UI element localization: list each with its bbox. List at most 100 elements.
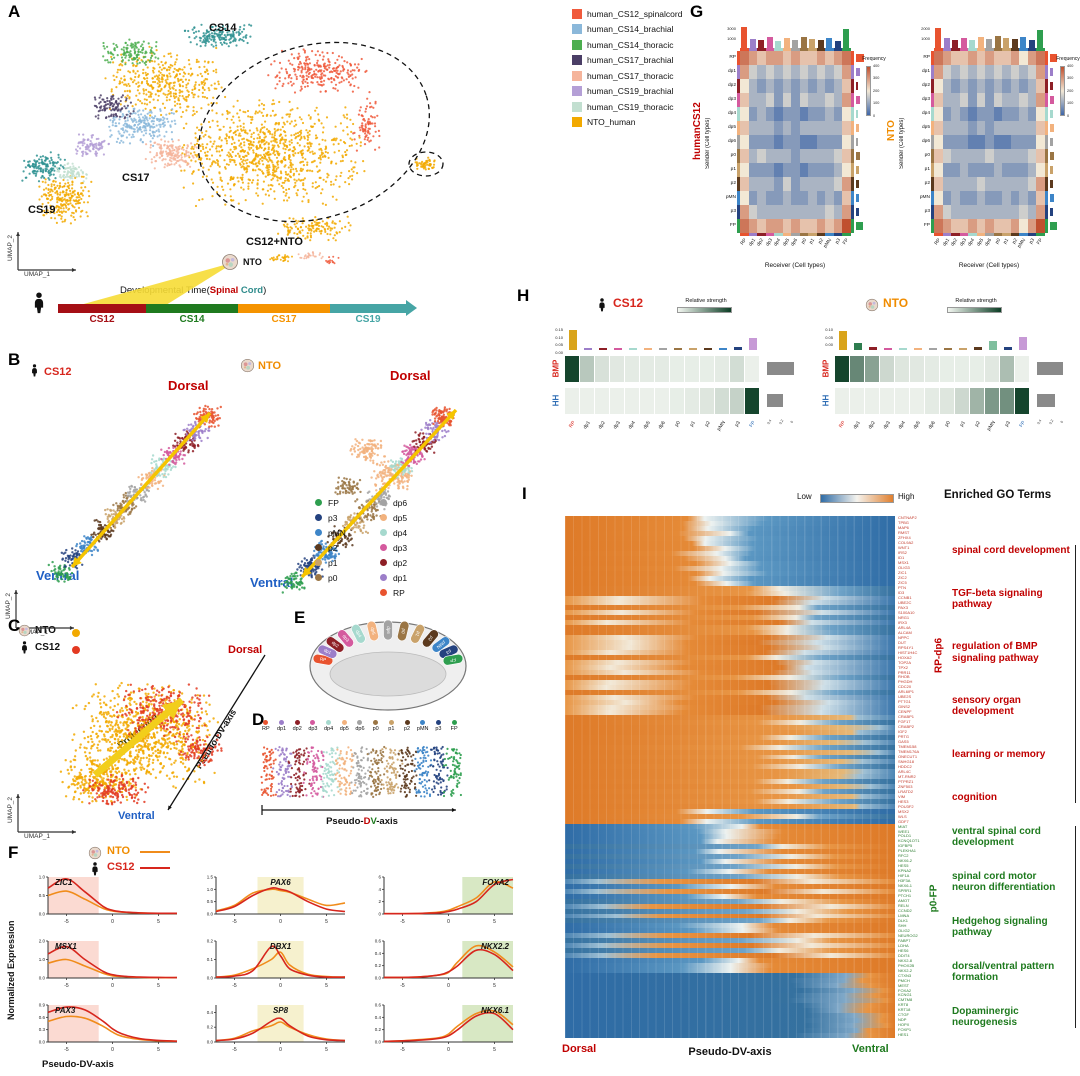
heatmap-cell xyxy=(951,51,960,65)
heatmap-cell xyxy=(791,205,800,219)
row-label: p0 xyxy=(924,153,930,158)
go-terms-title: Enriched GO Terms xyxy=(944,489,1052,501)
heatmap-cell xyxy=(1010,93,1019,107)
signal-cell xyxy=(730,388,744,414)
gene-label: NPPC xyxy=(898,635,910,640)
right-annotation-cell xyxy=(851,65,854,79)
timeline-label: CS17 xyxy=(271,314,297,325)
left-annotation-cell xyxy=(931,65,934,79)
row-label: pMN xyxy=(919,195,930,200)
top-margin-bar xyxy=(733,347,742,350)
heatmap-cell xyxy=(1019,65,1028,79)
heatmap-cell xyxy=(976,163,985,177)
heatmap-cell xyxy=(799,51,808,65)
heatmap-row xyxy=(565,779,895,785)
heatmap-cell xyxy=(748,93,757,107)
pseudo-dv-axis-label: Pseudo-DV-axis xyxy=(268,816,456,827)
signal-cell xyxy=(640,356,654,382)
heatmap-row xyxy=(565,804,895,810)
legend-label: p2 xyxy=(403,726,411,732)
bottom-annotation-cell xyxy=(985,233,994,236)
heatmap-row xyxy=(565,933,895,939)
top-margin-bar xyxy=(766,37,773,48)
go-term: sensory organ development xyxy=(952,695,1021,718)
top-margin-bar xyxy=(583,347,592,350)
heatmap-row xyxy=(565,908,895,914)
heatmap-row xyxy=(565,754,895,760)
heatmap-row xyxy=(565,923,895,929)
heatmap-cell xyxy=(757,135,766,149)
left-annotation-cell xyxy=(931,205,934,219)
heatmap-cell xyxy=(842,163,851,177)
gene-label: WEE1 xyxy=(898,829,910,834)
legend-item: human_CS14_thoracic xyxy=(572,37,682,53)
heatmap-cell xyxy=(959,107,968,121)
pathway-label: HH xyxy=(821,394,831,407)
heatmap-cell xyxy=(799,149,808,163)
bottom-annotation-cell xyxy=(968,233,977,236)
legend-dot xyxy=(373,720,379,725)
heatmap-cell xyxy=(1010,177,1019,191)
cluster-label: CS17 xyxy=(122,172,150,184)
right-margin-bar xyxy=(855,54,864,62)
right-margin-bar xyxy=(855,152,860,160)
legend-label: dp1 xyxy=(276,726,287,732)
heatmap-cell xyxy=(791,65,800,79)
top-margin-bar xyxy=(800,37,807,48)
gene-labels: CNTNAP2 TPBG MAP6 RMST ZFHX4 COL9A2 WNT1 IRS2 ID… xyxy=(898,516,934,1038)
signal-cell xyxy=(865,388,879,414)
legend-swatch xyxy=(572,24,582,35)
legend-label: human_CS17_brachial xyxy=(587,55,674,66)
timeline-title-cord: Cord xyxy=(238,285,264,296)
signal-cell xyxy=(625,356,639,382)
top-margin-bar xyxy=(1020,37,1027,48)
colorbar-gradient xyxy=(677,307,732,313)
left-annotation-cell xyxy=(931,79,934,93)
heatmap-cell xyxy=(757,219,766,233)
heatmap-cell xyxy=(951,177,960,191)
heatmap-row xyxy=(565,943,895,949)
gene-label: CCNB1 xyxy=(898,595,912,600)
right-margin-bar xyxy=(855,166,859,174)
legend-label: RP xyxy=(392,587,405,598)
umap-y-axis-label: UMAP_2 xyxy=(7,797,14,824)
legend-dot xyxy=(315,574,322,581)
heatmap-cell xyxy=(833,79,842,93)
gene-label: WNT1 xyxy=(898,545,910,551)
heatmap-cell xyxy=(774,163,783,177)
heatmap-cell xyxy=(942,205,951,219)
heatmap-cell xyxy=(765,149,774,163)
heatmap-cell xyxy=(951,135,960,149)
gene-label: MT-RNR2 xyxy=(898,774,916,779)
heatmap-cell xyxy=(791,135,800,149)
legend-label: p3 xyxy=(435,726,442,732)
signal-cell xyxy=(610,356,624,382)
gene-label: FOXP1 xyxy=(898,1027,912,1033)
top-margin-bar xyxy=(1028,40,1035,48)
heatmap-row xyxy=(565,983,895,989)
right-annotation-cell xyxy=(851,51,854,65)
heatmap-cell xyxy=(934,191,943,205)
right-bar-tick: 0.2 xyxy=(1048,418,1055,426)
dorsal-label: Dorsal xyxy=(390,368,431,383)
cluster-label: CS19 xyxy=(28,204,56,216)
gene-label: IGFBP5 xyxy=(898,843,913,849)
heatmap-cell xyxy=(833,135,842,149)
heatmap-row xyxy=(565,600,895,606)
legend-item: RP xyxy=(258,720,274,732)
gene-label: SNHG18 xyxy=(898,759,915,764)
heatmap-cell xyxy=(808,135,817,149)
heatmap-cell xyxy=(774,219,783,233)
row-label: dp3 xyxy=(727,97,736,102)
heatmap-row xyxy=(565,938,895,944)
panel-i-label: I xyxy=(522,484,527,503)
heatmap-cell xyxy=(833,121,842,135)
legend-label: dp4 xyxy=(392,527,408,538)
heatmap-cell xyxy=(842,65,851,79)
heatmap-cell xyxy=(782,93,791,107)
timeline-label: CS14 xyxy=(179,314,205,325)
heatmap-cell xyxy=(985,177,994,191)
heatmap-row xyxy=(565,1017,895,1023)
